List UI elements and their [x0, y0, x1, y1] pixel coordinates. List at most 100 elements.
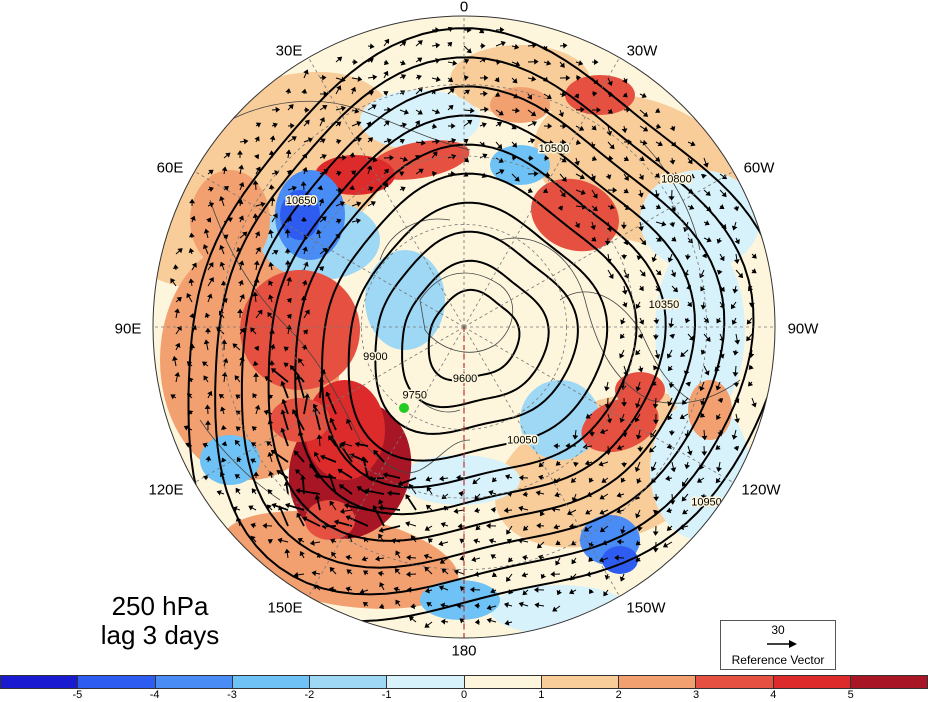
- wind-vector-head: [661, 220, 667, 227]
- wind-vector-head: [621, 128, 628, 134]
- wind-vector-head: [558, 111, 564, 118]
- wind-vector-head: [636, 526, 643, 532]
- wind-vector-head: [464, 89, 470, 95]
- wind-vector: [289, 365, 305, 383]
- wind-vector-head: [262, 522, 267, 529]
- wind-vector-head: [634, 417, 640, 423]
- wind-vector-head: [733, 206, 740, 212]
- wind-vector-head: [373, 449, 379, 456]
- wind-vector-head: [685, 381, 691, 387]
- wind-vector-head: [250, 458, 256, 464]
- wind-vector-head: [438, 585, 445, 591]
- wind-vector-head: [642, 139, 648, 146]
- wind-vector-head: [557, 205, 563, 211]
- wind-vector-head: [475, 525, 481, 531]
- wind-vector-head: [599, 494, 605, 500]
- wind-vector-head: [378, 533, 384, 539]
- wind-vector-head: [621, 254, 627, 260]
- wind-vector-head: [459, 555, 465, 561]
- wind-vector-head: [667, 414, 673, 421]
- wind-vector-head: [208, 169, 214, 175]
- wind-vector-head: [623, 175, 629, 181]
- wind-vector-head: [717, 397, 724, 404]
- wind-vector-head: [234, 439, 240, 446]
- wind-vector-head: [449, 88, 455, 94]
- lon-label-120w: 120W: [741, 481, 781, 499]
- wind-vector-head: [592, 205, 598, 212]
- wind-vector-head: [716, 269, 723, 275]
- wind-vector-head: [251, 442, 257, 448]
- wind-vector-head: [574, 222, 580, 229]
- colorbar-tick-label: -4: [149, 689, 160, 701]
- wind-vector-head: [311, 570, 317, 577]
- wind-vector-head: [276, 470, 282, 476]
- wind-vector-head: [751, 268, 757, 274]
- wind-vector-head: [354, 441, 360, 448]
- wind-vector-head: [291, 185, 297, 192]
- wind-vector-head: [451, 138, 457, 144]
- wind-vector-head: [293, 572, 299, 578]
- wind-vector-head: [598, 557, 605, 563]
- wind-vector-head: [681, 496, 687, 502]
- wind-vector-head: [612, 187, 618, 194]
- wind-vector-head: [205, 455, 212, 461]
- wind-vector-head: [252, 291, 259, 297]
- wind-vector-head: [498, 110, 504, 116]
- wind-vector-head: [183, 425, 189, 431]
- wind-vector-head: [202, 442, 208, 449]
- wind-vector-head: [424, 587, 430, 594]
- wind-vector-head: [578, 125, 585, 131]
- lon-label-150e: 150E: [267, 599, 303, 617]
- wind-vector-head: [405, 494, 411, 500]
- wind-vector-head: [669, 333, 676, 339]
- wind-vector-head: [490, 506, 496, 513]
- wind-vector-head: [578, 60, 584, 66]
- wind-vector-head: [622, 92, 628, 98]
- lon-label-120e: 120E: [148, 481, 184, 499]
- wind-vector-head: [679, 414, 685, 420]
- wind-vector-head: [608, 273, 614, 279]
- wind-vector-head: [656, 270, 662, 276]
- wind-vector-head: [652, 403, 659, 409]
- wind-vector-head: [715, 385, 722, 391]
- colorbar-tick-label: 2: [615, 689, 622, 701]
- wind-vector-head: [640, 204, 646, 210]
- wind-vector-head: [383, 182, 389, 188]
- wind-vector-head: [337, 468, 343, 474]
- wind-vector-head: [295, 374, 302, 380]
- wind-vector-head: [372, 505, 378, 511]
- wind-vector-head: [656, 123, 662, 130]
- wind-vector-head: [671, 236, 677, 242]
- wind-vector-head: [499, 26, 505, 33]
- wind-vector-head: [619, 353, 625, 359]
- wind-vector-head: [508, 557, 514, 563]
- wind-vector-head: [669, 222, 676, 228]
- wind-vector-head: [372, 156, 378, 163]
- contour-label: 10050: [507, 434, 538, 446]
- wind-vector-head: [579, 174, 585, 180]
- wind-vector-head: [716, 238, 723, 244]
- wind-vector-head: [432, 151, 438, 157]
- wind-vector-head: [589, 588, 595, 595]
- wind-vector-head: [585, 413, 591, 419]
- wind-vector-head: [223, 234, 229, 240]
- wind-vector-head: [190, 215, 196, 221]
- wind-vector-head: [599, 428, 606, 435]
- wind-vector-head: [572, 434, 579, 440]
- wind-vector-head: [700, 349, 707, 355]
- wind-vectors: [170, 26, 757, 628]
- wind-vector-head: [238, 181, 245, 188]
- wind-vector-head: [680, 351, 686, 357]
- wind-vector-head: [472, 479, 478, 485]
- wind-vector-head: [535, 490, 541, 496]
- wind-vector-head: [700, 494, 707, 500]
- wind-vector-head: [486, 604, 492, 611]
- coastline: [559, 291, 691, 401]
- wind-vector-head: [690, 140, 696, 147]
- wind-vector-head: [378, 505, 383, 511]
- wind-vector-head: [652, 419, 659, 425]
- wind-vector: [346, 515, 369, 527]
- wind-vector-head: [208, 202, 215, 208]
- wind-vector-head: [562, 42, 568, 49]
- wind-vector-head: [684, 255, 691, 260]
